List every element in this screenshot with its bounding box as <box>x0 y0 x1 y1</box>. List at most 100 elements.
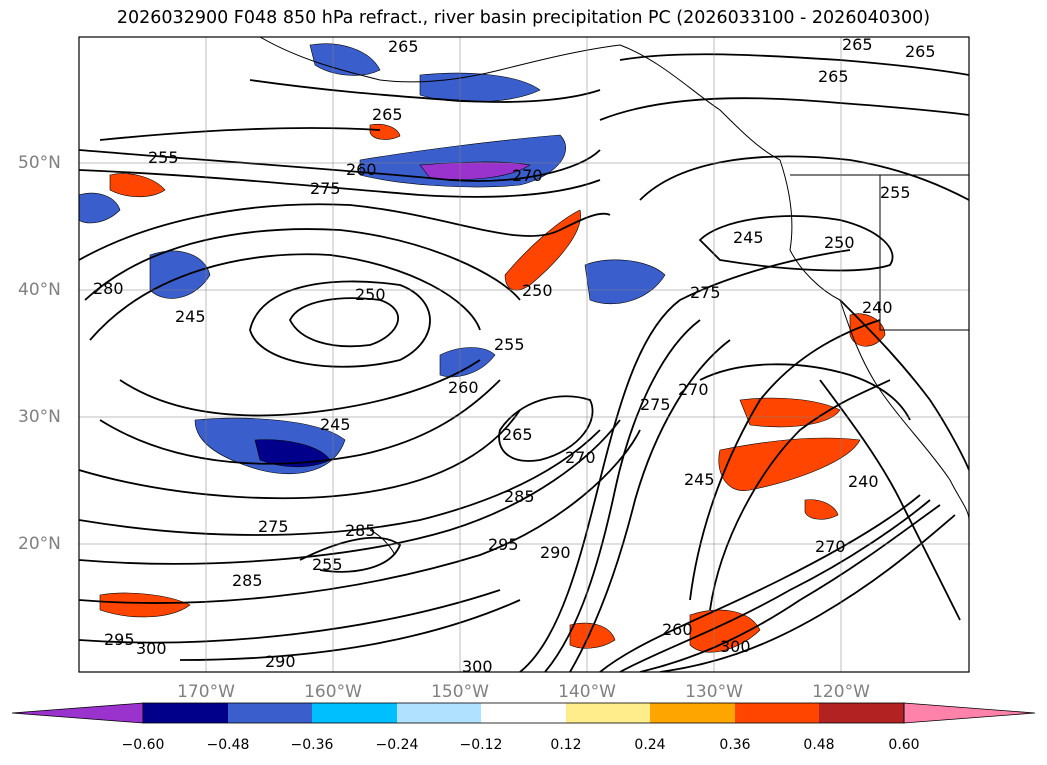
colorbar-label: 0.24 <box>634 737 666 753</box>
contour-line <box>79 429 641 604</box>
contour-label: 265 <box>905 42 936 61</box>
contour-label: 300 <box>720 637 751 656</box>
lon-tick-label: 130°W <box>685 682 743 702</box>
lon-tick-label: 160°W <box>304 682 362 702</box>
contour-label: 295 <box>488 535 519 554</box>
contour-line <box>249 280 431 368</box>
chart-title: 2026032900 F048 850 hPa refract., river … <box>116 8 931 28</box>
contour-label: 270 <box>512 166 543 185</box>
colorbar-segment <box>228 703 312 723</box>
contour-label: 280 <box>93 279 124 298</box>
lon-tick-label: 140°W <box>558 682 616 702</box>
contour-line <box>79 409 521 500</box>
contour-label: 300 <box>462 657 493 676</box>
contour-line <box>99 127 381 141</box>
colorbar-extend-low <box>11 702 144 724</box>
shade-positive-nw <box>109 173 166 198</box>
contour-label: 270 <box>565 448 596 467</box>
lat-tick-label: 50°N <box>18 153 61 173</box>
map-panel: 265 265 265 265 265 255 260 270 275 280 … <box>78 35 970 676</box>
contour-label: 245 <box>320 415 351 434</box>
contour-label: 285 <box>504 487 535 506</box>
contour-label: 260 <box>448 378 479 397</box>
contour-line <box>519 249 851 672</box>
shade-negative-far-west <box>79 192 121 224</box>
colorbar-segment <box>735 703 819 723</box>
contour-label: 275 <box>258 517 289 536</box>
contour-label: 250 <box>522 281 553 300</box>
refractivity-contours <box>79 53 969 672</box>
lon-tick-label: 120°W <box>812 682 870 702</box>
contour-label: 275 <box>640 395 671 414</box>
lon-tick-label: 170°W <box>177 682 235 702</box>
contour-label: 285 <box>345 521 376 540</box>
gridlines <box>79 37 969 672</box>
coastline-bc <box>779 159 841 301</box>
contour-line <box>498 395 594 462</box>
contour-label: 265 <box>842 35 873 54</box>
contour-label: 265 <box>502 425 533 444</box>
contour-line <box>99 379 501 465</box>
colorbar-segment <box>566 703 650 723</box>
contour-label: 255 <box>148 148 179 167</box>
contour-label: 250 <box>355 285 386 304</box>
contour-line <box>699 363 911 421</box>
contour-line <box>569 339 731 672</box>
contour-labels: 265 265 265 265 265 255 260 270 275 280 … <box>93 35 936 676</box>
contour-line <box>619 499 931 672</box>
contour-line <box>698 215 894 272</box>
contour-line <box>119 359 481 417</box>
map-frame <box>78 36 970 673</box>
colorbar-segment <box>312 703 397 723</box>
shade-positive-south2 <box>569 622 616 649</box>
shade-negative-gulf <box>359 134 566 188</box>
contour-line <box>79 169 601 198</box>
contour-label: 245 <box>733 228 764 247</box>
contour-label: 300 <box>136 639 167 658</box>
contour-label: 260 <box>662 620 693 639</box>
contour-label: 275 <box>310 179 341 198</box>
contour-line <box>709 379 891 611</box>
contour-label: 245 <box>175 307 206 326</box>
coastline-hawaii <box>369 529 396 556</box>
colorbar-segment <box>819 703 904 723</box>
borders <box>790 174 969 331</box>
contour-label: 240 <box>848 472 879 491</box>
colorbar-label: −0.60 <box>121 737 165 753</box>
contour-line <box>79 203 611 261</box>
shade-negative-west <box>149 250 211 299</box>
shade-positive-east2 <box>718 437 861 491</box>
colorbar-label: 0.12 <box>550 737 582 753</box>
shade-negative-alaska <box>309 43 381 76</box>
lat-tick-label: 20°N <box>18 534 61 554</box>
contour-label: 260 <box>346 160 377 179</box>
lat-tick-label: 40°N <box>18 280 61 300</box>
contour-line <box>79 429 601 536</box>
contour-label: 290 <box>540 543 571 562</box>
contour-label: 290 <box>265 652 296 671</box>
lat-tick-label: 30°N <box>18 407 61 427</box>
contour-label: 265 <box>388 37 419 56</box>
contour-line <box>659 514 956 672</box>
shade-positive-small1 <box>804 499 839 520</box>
colorbar-label: 0.48 <box>803 737 835 753</box>
contour-line <box>819 379 961 621</box>
lon-tick-label: 150°W <box>431 682 489 702</box>
contour-label: 245 <box>684 470 715 489</box>
contour-label: 275 <box>690 283 721 302</box>
contour-label: 255 <box>312 555 343 574</box>
contour-label: 285 <box>232 571 263 590</box>
contour-line <box>639 155 969 201</box>
shade-positive-sw <box>99 592 191 618</box>
colorbar-frame <box>142 702 905 724</box>
contour-line <box>79 149 601 182</box>
map-background <box>79 37 969 672</box>
colorbar-label: −0.12 <box>459 737 503 753</box>
contour-label: 250 <box>824 233 855 252</box>
colorbar-extend-high <box>903 702 1036 724</box>
contour-label: 265 <box>372 105 403 124</box>
coastlines <box>259 37 969 556</box>
colorbar-label: 0.60 <box>888 737 920 753</box>
contour-line <box>599 97 969 121</box>
coastline-westcoast <box>839 299 969 521</box>
